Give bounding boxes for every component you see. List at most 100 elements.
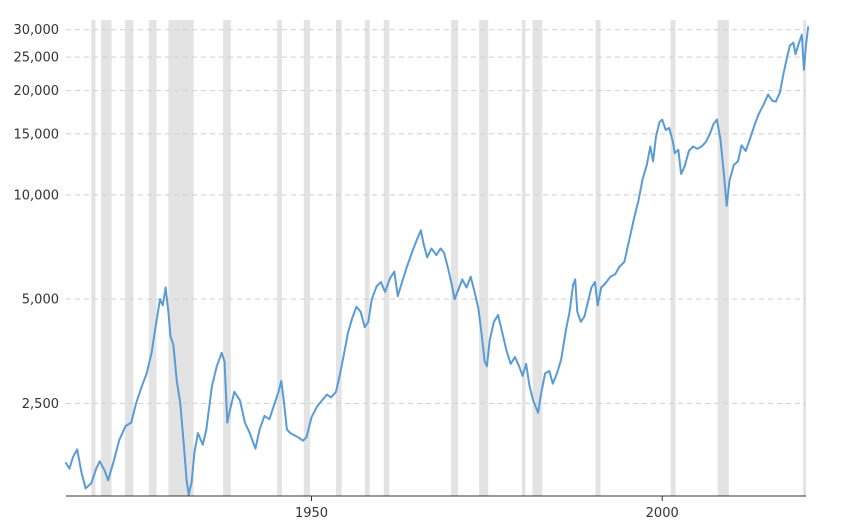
data-point bbox=[450, 283, 453, 286]
data-point bbox=[229, 408, 232, 411]
data-point bbox=[525, 363, 527, 365]
data-point bbox=[435, 254, 438, 256]
data-point bbox=[410, 252, 413, 254]
recession-band bbox=[168, 20, 194, 496]
data-point bbox=[704, 141, 707, 144]
data-point bbox=[532, 399, 534, 402]
recession-band bbox=[277, 20, 283, 496]
data-point bbox=[107, 479, 109, 482]
data-point bbox=[740, 144, 743, 147]
series-line bbox=[65, 26, 810, 496]
data-point bbox=[604, 282, 607, 285]
data-point bbox=[483, 360, 486, 363]
data-point bbox=[401, 281, 403, 283]
data-point bbox=[469, 275, 472, 278]
data-point bbox=[302, 439, 304, 442]
data-point bbox=[226, 421, 229, 424]
data-point bbox=[124, 425, 127, 427]
data-point bbox=[182, 443, 185, 446]
y-tick-label: 15,000 bbox=[14, 127, 60, 142]
data-point bbox=[641, 178, 644, 181]
data-point bbox=[712, 123, 715, 126]
data-point bbox=[289, 432, 292, 435]
data-point bbox=[342, 354, 345, 356]
data-point bbox=[574, 278, 577, 281]
data-point bbox=[725, 204, 728, 207]
x-axis-tick-labels: 1950 2000 bbox=[295, 506, 679, 521]
data-point bbox=[135, 402, 138, 405]
data-point bbox=[396, 295, 399, 297]
recession-band bbox=[717, 20, 729, 496]
data-point bbox=[732, 164, 735, 166]
data-point bbox=[305, 436, 308, 438]
data-point bbox=[805, 44, 807, 47]
recession-band bbox=[383, 20, 390, 496]
data-point bbox=[767, 93, 769, 96]
data-point bbox=[565, 328, 567, 330]
x-tick-label: 2000 bbox=[646, 506, 679, 521]
y-tick-label: 2,500 bbox=[22, 397, 59, 412]
data-point bbox=[794, 53, 797, 55]
data-point bbox=[723, 173, 725, 175]
data-point bbox=[700, 145, 703, 148]
data-point bbox=[637, 200, 640, 202]
data-point bbox=[338, 375, 341, 377]
x-tick-label: 1950 bbox=[295, 506, 328, 521]
data-point bbox=[215, 365, 218, 368]
data-point bbox=[633, 216, 636, 219]
data-point bbox=[505, 349, 508, 352]
data-point bbox=[728, 179, 731, 182]
data-point bbox=[430, 247, 433, 250]
data-point bbox=[548, 370, 551, 372]
data-point bbox=[233, 390, 236, 393]
recession-bands bbox=[91, 20, 806, 496]
data-point bbox=[649, 145, 652, 148]
data-point bbox=[443, 252, 445, 254]
data-point bbox=[668, 127, 671, 129]
data-point bbox=[112, 460, 115, 463]
recession-band bbox=[521, 20, 526, 496]
data-point bbox=[782, 72, 785, 74]
data-point bbox=[95, 467, 98, 470]
data-point bbox=[688, 150, 690, 152]
data-point bbox=[393, 270, 396, 273]
y-axis-tick-labels: 2,500 5,000 10,000 15,000 20,000 25,000 30,000 bbox=[14, 23, 60, 412]
data-point bbox=[680, 173, 682, 175]
data-point bbox=[521, 375, 524, 377]
data-point bbox=[220, 351, 223, 354]
data-point bbox=[587, 298, 590, 300]
y-tick-label: 20,000 bbox=[14, 84, 60, 99]
data-point bbox=[518, 365, 520, 368]
recession-band bbox=[148, 20, 157, 496]
data-point bbox=[154, 324, 157, 327]
data-point bbox=[118, 439, 121, 441]
data-point bbox=[572, 283, 574, 286]
data-point bbox=[277, 390, 280, 393]
data-point bbox=[351, 317, 354, 320]
data-point bbox=[389, 277, 391, 279]
data-point bbox=[447, 268, 450, 271]
data-point bbox=[568, 310, 571, 313]
data-point bbox=[359, 310, 362, 313]
data-point bbox=[283, 402, 285, 405]
data-point bbox=[280, 380, 283, 382]
data-point bbox=[652, 160, 654, 163]
data-point bbox=[363, 326, 366, 328]
data-point bbox=[509, 363, 512, 365]
data-point bbox=[488, 339, 491, 342]
data-point bbox=[753, 123, 756, 126]
data-point bbox=[528, 385, 531, 388]
data-point bbox=[179, 402, 182, 405]
data-point bbox=[172, 343, 175, 346]
data-point bbox=[193, 451, 196, 454]
data-point bbox=[774, 100, 777, 103]
recession-band bbox=[124, 20, 134, 496]
data-point bbox=[477, 307, 480, 310]
data-point bbox=[664, 129, 667, 131]
recession-band bbox=[101, 20, 112, 496]
data-point bbox=[457, 289, 459, 292]
data-point bbox=[596, 304, 599, 307]
y-tick-label: 5,000 bbox=[22, 293, 59, 308]
data-point bbox=[223, 360, 226, 363]
